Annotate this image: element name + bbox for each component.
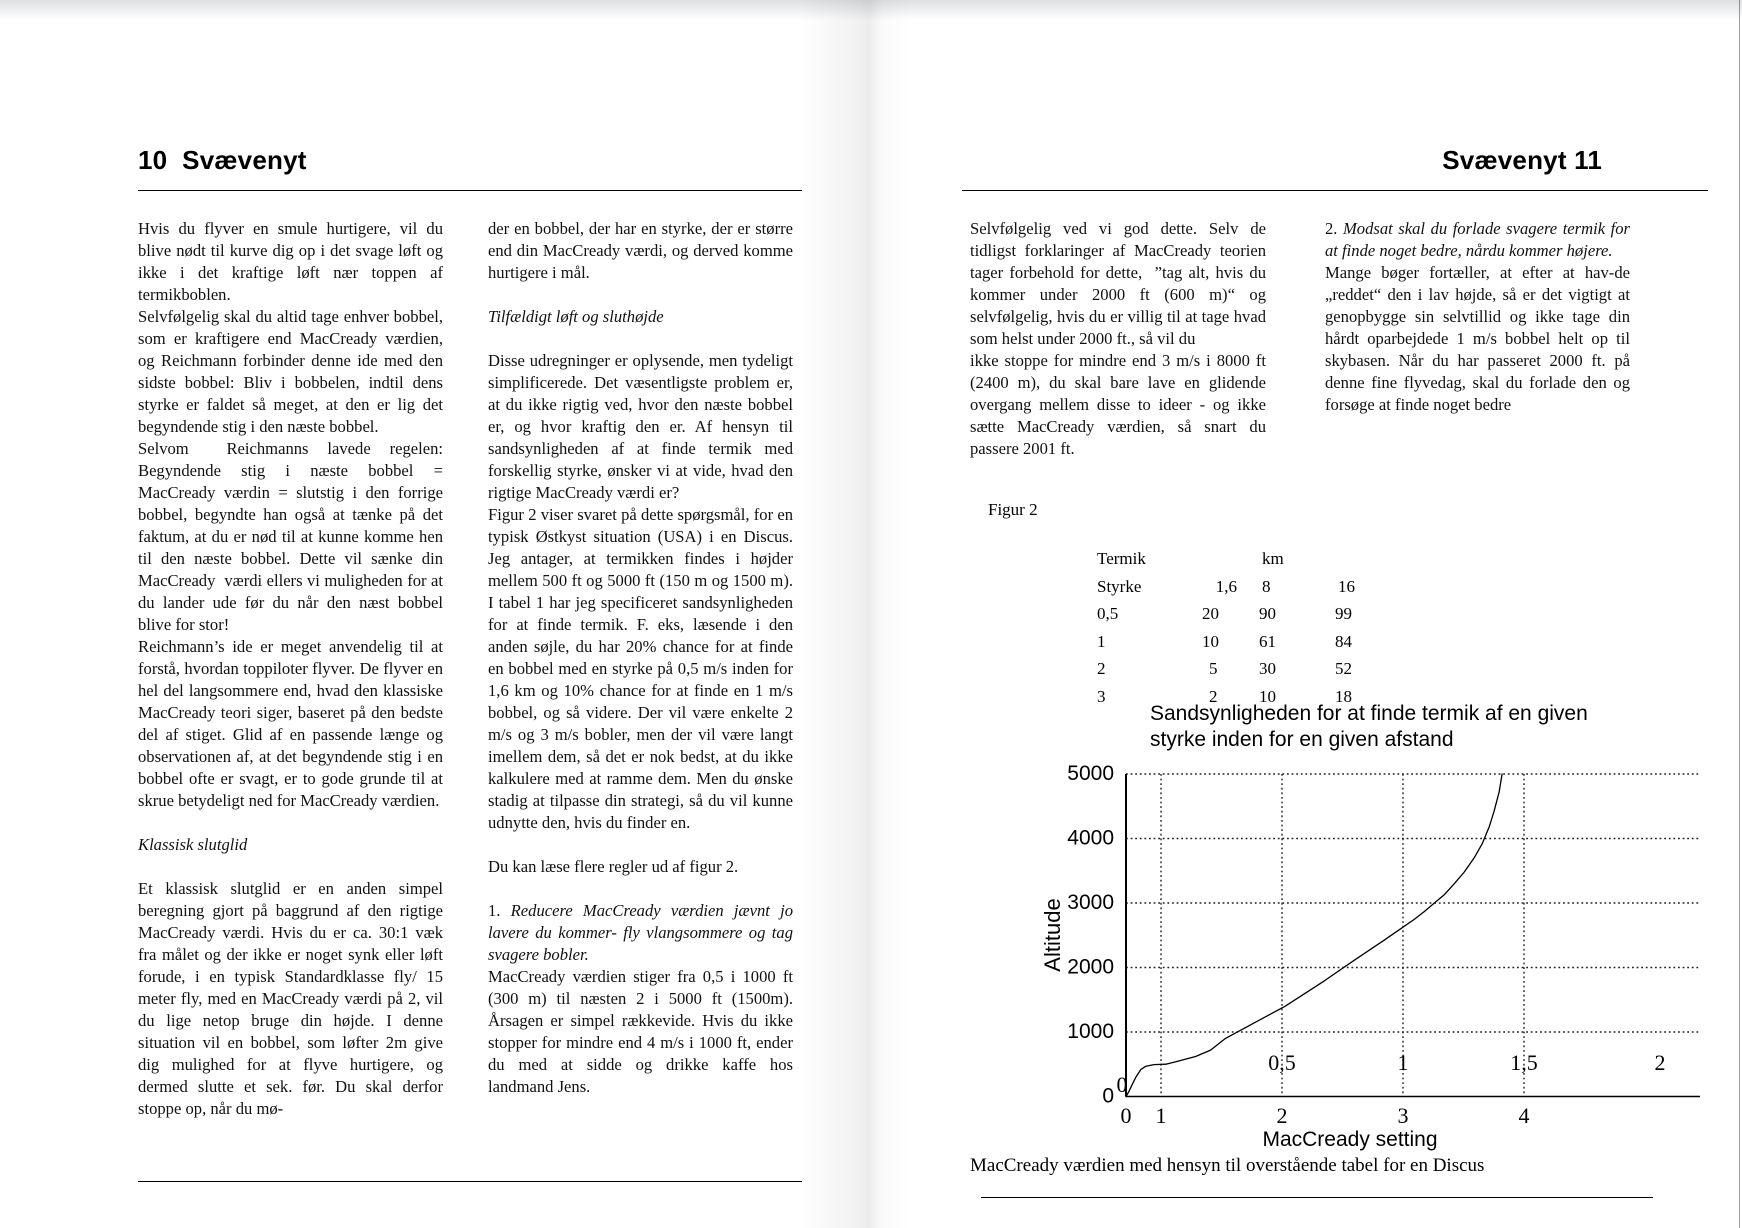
svg-text:1000: 1000	[1067, 1020, 1114, 1043]
svg-text:MacCready setting: MacCready setting	[1262, 1128, 1437, 1151]
svg-text:4000: 4000	[1067, 827, 1114, 850]
svg-text:1: 1	[1156, 1103, 1167, 1128]
svg-text:2: 2	[1277, 1103, 1288, 1128]
svg-text:1,5: 1,5	[1510, 1050, 1538, 1075]
svg-text:0: 0	[1102, 1085, 1114, 1108]
svg-text:Altitude: Altitude	[1040, 898, 1065, 971]
svg-text:2000: 2000	[1067, 956, 1114, 979]
svg-text:3000: 3000	[1067, 891, 1114, 914]
svg-text:0: 0	[1117, 1072, 1128, 1097]
svg-text:4: 4	[1519, 1103, 1530, 1128]
svg-text:0,5: 0,5	[1268, 1050, 1296, 1075]
svg-text:Sandsynligheden for at finde t: Sandsynligheden for at finde termik af e…	[1150, 702, 1588, 725]
svg-text:styrke inden for en given afst: styrke inden for en given afstand	[1150, 728, 1454, 751]
svg-text:3: 3	[1398, 1103, 1409, 1128]
svg-text:1: 1	[1398, 1050, 1409, 1075]
svg-text:5000: 5000	[1067, 762, 1114, 785]
svg-text:2: 2	[1655, 1050, 1666, 1075]
svg-text:0: 0	[1121, 1103, 1132, 1128]
